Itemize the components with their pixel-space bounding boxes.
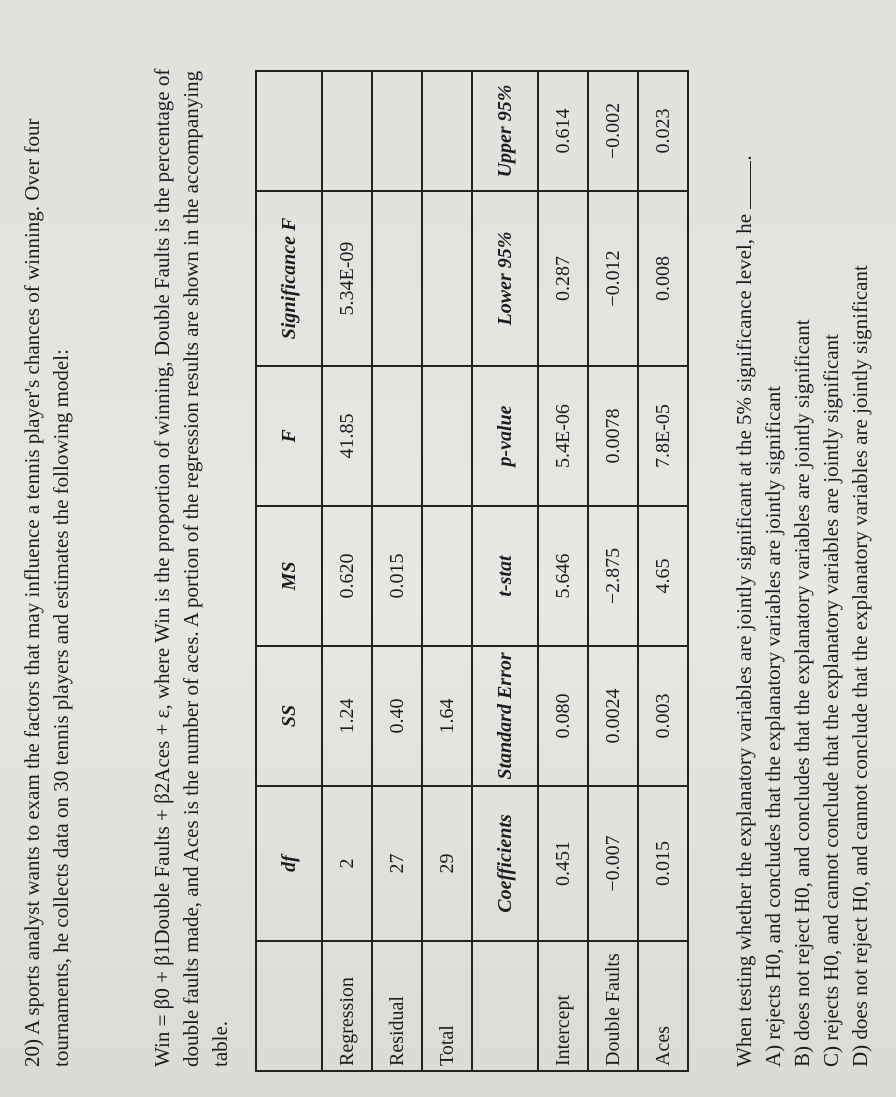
table-cell: F — [256, 366, 322, 506]
table-cell: t-stat — [472, 506, 538, 646]
table-cell: 4.65 — [638, 506, 688, 646]
table-cell — [256, 71, 322, 191]
table-cell: 0.008 — [638, 191, 688, 366]
question-number: 20) — [20, 1039, 44, 1067]
table-cell: 0.287 — [538, 191, 588, 366]
table-cell: 29 — [422, 786, 472, 941]
table-cell: −0.002 — [588, 71, 638, 191]
table-cell: 7.8E-05 — [638, 366, 688, 506]
table-cell: 5.4E-06 — [538, 366, 588, 506]
question-intro: 20) A sports analyst wants to exam the f… — [18, 37, 76, 1067]
model-text: Win = β0 + β1Double Faults + β2Aces + ε,… — [150, 68, 232, 1067]
header-row: Coefficients Standard Error t-stat p-value L… — [472, 71, 538, 1071]
table-cell: 0.023 — [638, 71, 688, 191]
question-stem: When testing whether the explanatory var… — [730, 37, 875, 1067]
table-cell: −0.007 — [588, 786, 638, 941]
data-row: Residual 27 0.40 0.015 — [372, 71, 422, 1071]
row-label: Residual — [372, 941, 422, 1071]
table-cell: 0.614 — [538, 71, 588, 191]
data-row: Double Faults −0.007 0.0024 −2.875 0.0078 −0.… — [588, 71, 638, 1071]
row-label: Total — [422, 941, 472, 1071]
row-label: Intercept — [538, 941, 588, 1071]
answer-option: C) rejects H0, and cannot conclude that … — [819, 334, 843, 1067]
table-cell: MS — [256, 506, 322, 646]
table-cell: 0.40 — [372, 646, 422, 786]
table-cell: 0.080 — [538, 646, 588, 786]
row-label: Aces — [638, 941, 688, 1071]
table-cell: 1.24 — [322, 646, 372, 786]
regression-table: df SS MS F Significance F Regression 2 1.24 0.62… — [255, 70, 689, 1072]
table-cell: 0.003 — [638, 646, 688, 786]
table-cell — [372, 71, 422, 191]
table-cell: 2 — [322, 786, 372, 941]
stem-text: When testing whether the explanatory var… — [732, 213, 756, 1067]
table-cell: 27 — [372, 786, 422, 941]
table-cell: 0.015 — [638, 786, 688, 941]
intro-text: A sports analyst wants to exam the facto… — [20, 118, 73, 1067]
table-cell: −0.012 — [588, 191, 638, 366]
table-cell — [422, 71, 472, 191]
data-row: Intercept 0.451 0.080 5.646 5.4E-06 0.287 0.61… — [538, 71, 588, 1071]
answer-blank — [732, 160, 751, 209]
table-cell: 0.0078 — [588, 366, 638, 506]
table-cell — [372, 191, 422, 366]
table-cell: Significance F — [256, 191, 322, 366]
table-cell: 5.646 — [538, 506, 588, 646]
table-cell: Standard Error — [472, 646, 538, 786]
table-cell: p-value — [472, 366, 538, 506]
table-cell: df — [256, 786, 322, 941]
answer-option: B) does not reject H0, and concludes tha… — [790, 319, 814, 1067]
table-cell — [422, 506, 472, 646]
table-cell: Upper 95% — [472, 71, 538, 191]
data-row: Aces 0.015 0.003 4.65 7.8E-05 0.008 0.023 — [638, 71, 688, 1071]
table-cell — [422, 366, 472, 506]
table-cell: Coefficients — [472, 786, 538, 941]
table-cell: 41.85 — [322, 366, 372, 506]
answer-option: D) does not reject H0, and cannot conclu… — [848, 265, 872, 1067]
table-cell: 1.64 — [422, 646, 472, 786]
table-cell: SS — [256, 646, 322, 786]
row-label — [256, 941, 322, 1071]
table-cell — [322, 71, 372, 191]
data-row: Total 29 1.64 — [422, 71, 472, 1071]
table-cell: 0.620 — [322, 506, 372, 646]
table-cell: Lower 95% — [472, 191, 538, 366]
table-cell: −2.875 — [588, 506, 638, 646]
table-cell: 0.451 — [538, 786, 588, 941]
table-cell: 0.015 — [372, 506, 422, 646]
answer-option: A) rejects H0, and concludes that the ex… — [761, 385, 785, 1067]
data-row: Regression 2 1.24 0.620 41.85 5.34E-09 — [322, 71, 372, 1071]
header-row: df SS MS F Significance F — [256, 71, 322, 1071]
table-cell: 5.34E-09 — [322, 191, 372, 366]
table-cell: 0.0024 — [588, 646, 638, 786]
table-cell — [422, 191, 472, 366]
row-label — [472, 941, 538, 1071]
row-label: Double Faults — [588, 941, 638, 1071]
row-label: Regression — [322, 941, 372, 1071]
table-cell — [372, 366, 422, 506]
